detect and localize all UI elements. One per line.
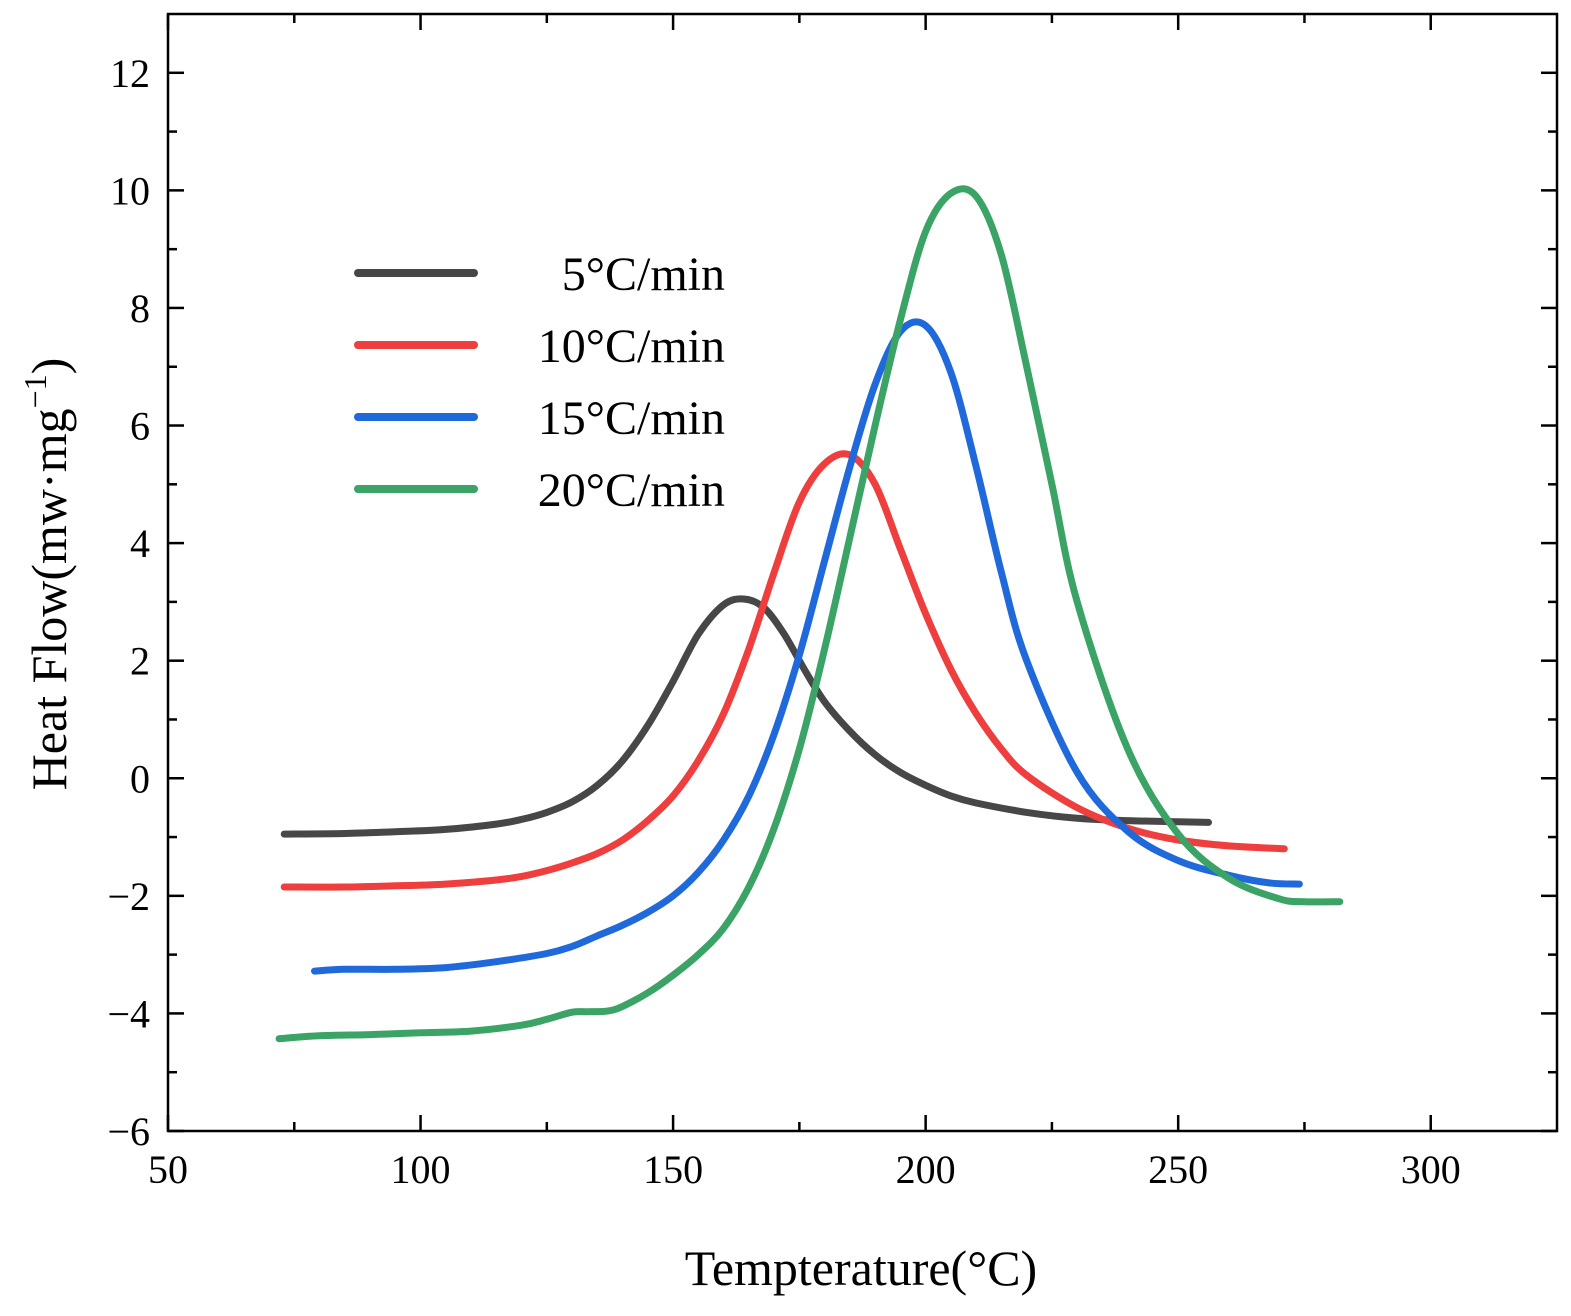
x-tick-label: 100 — [391, 1147, 451, 1192]
x-axis-title: Tempterature(°C) — [685, 1240, 1037, 1296]
series-line-10cmin — [280, 450, 1288, 891]
y-tick-label: 6 — [130, 404, 150, 449]
y-tick-label: 0 — [130, 756, 150, 801]
series-layer — [275, 185, 1344, 1043]
x-tick-label: 300 — [1401, 1147, 1461, 1192]
y-tick-label: 12 — [110, 51, 150, 96]
y-axis-title-superscript: −1 — [17, 374, 53, 408]
y-tick-label: 8 — [130, 286, 150, 331]
y-tick-label: 2 — [130, 639, 150, 684]
legend: 5°C/min 10°C/min 15°C/min 20°C/min — [354, 248, 725, 517]
y-tick-label: −6 — [107, 1109, 150, 1154]
series-line-5cmin — [280, 595, 1212, 838]
series-line-20cmin — [275, 185, 1344, 1043]
y-tick-label: 10 — [110, 168, 150, 213]
y-tick-label: −2 — [107, 874, 150, 919]
y-tick-label: 4 — [130, 521, 150, 566]
legend-label: 20°C/min — [538, 464, 725, 517]
legend-label: 15°C/min — [538, 392, 725, 445]
x-tick-label: 200 — [896, 1147, 956, 1192]
x-tick-label: 50 — [148, 1147, 188, 1192]
series-line-15cmin — [311, 318, 1303, 975]
y-tick-label: −4 — [107, 991, 150, 1036]
ticks-layer: 50 100 150 200 250 300 −6 −4 −2 0 2 4 6 8 10 12 — [107, 14, 1557, 1192]
x-tick-label: 250 — [1148, 1147, 1208, 1192]
legend-label: 10°C/min — [538, 320, 725, 373]
y-axis-title-close: ) — [21, 358, 77, 375]
y-axis-title: Heat Flow(mw·mg−1) — [17, 358, 77, 791]
legend-label: 5°C/min — [562, 248, 725, 301]
y-axis-title-main: Heat Flow(mw·mg — [21, 408, 77, 790]
plot-frame — [166, 12, 1559, 1133]
x-tick-label: 150 — [643, 1147, 703, 1192]
